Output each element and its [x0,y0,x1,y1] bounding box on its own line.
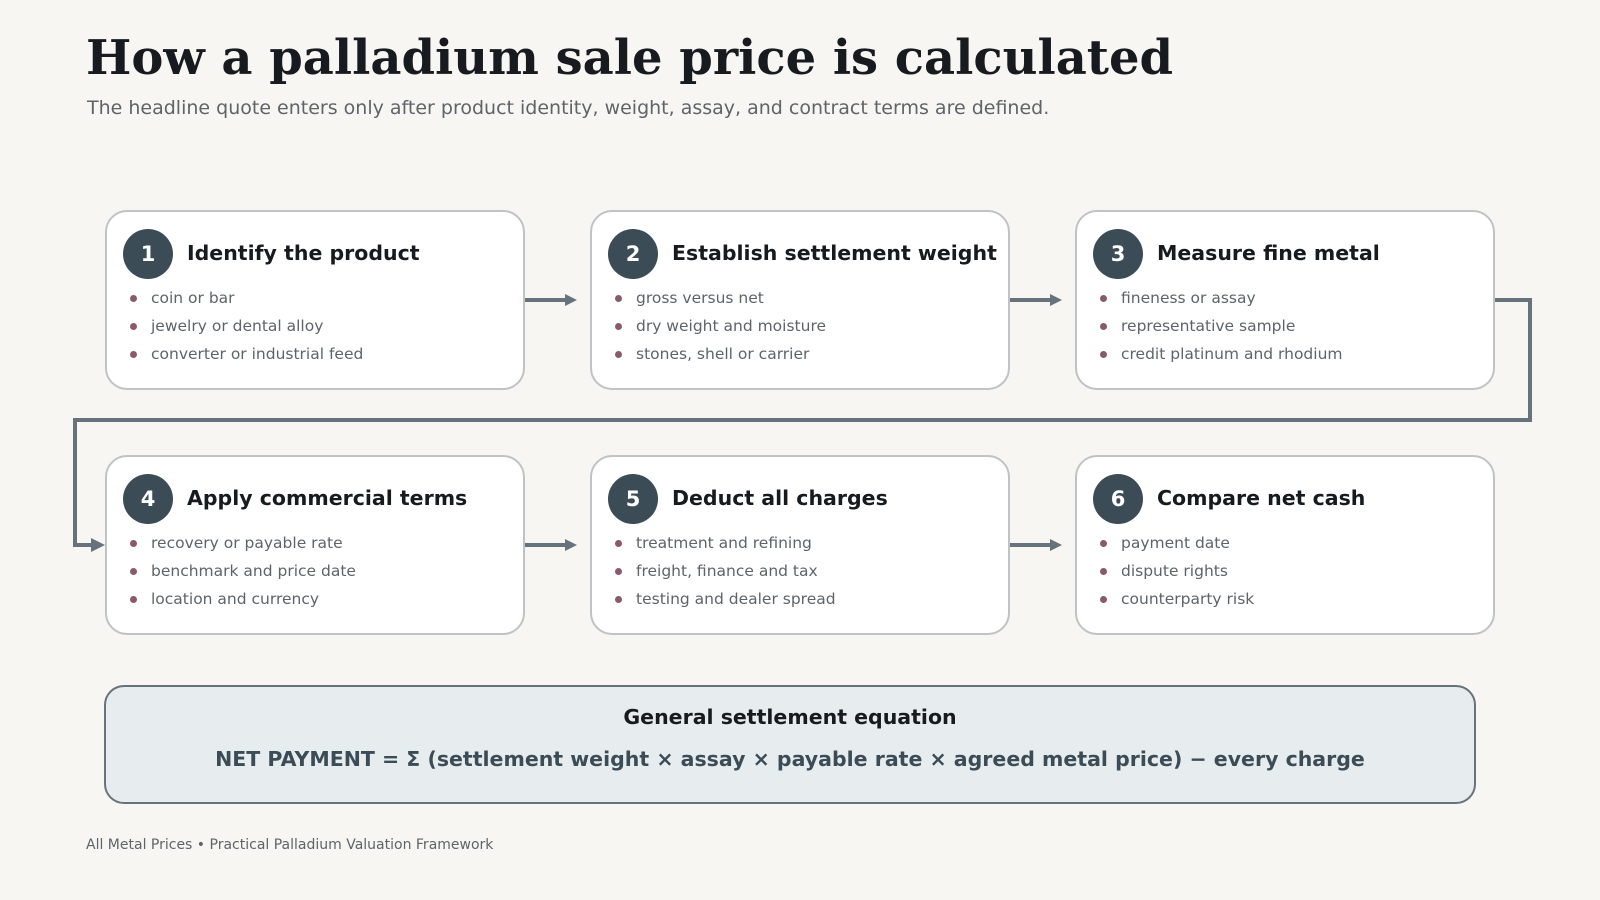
step-title: Deduct all charges [672,486,888,510]
step-title: Compare net cash [1157,486,1366,510]
step-title: Measure fine metal [1157,241,1380,265]
step-bullet-list: payment date dispute rights counterparty… [1099,529,1254,613]
equation-heading: General settlement equation [623,705,957,729]
step-bullet: credit platinum and rhodium [1099,340,1343,368]
step-bullet: dispute rights [1099,557,1254,585]
step-number-badge: 1 [123,229,173,279]
step-number-badge: 2 [608,229,658,279]
step-bullet: stones, shell or carrier [614,340,826,368]
page-title: How a palladium sale price is calculated [86,30,1174,86]
arrowhead-icon [91,538,105,552]
step-card-2: 2 Establish settlement weight gross vers… [590,210,1010,390]
step-bullet: representative sample [1099,312,1343,340]
step-bullet: testing and dealer spread [614,585,836,613]
step-bullet: counterparty risk [1099,585,1254,613]
step-card-5: 5 Deduct all charges treatment and refin… [590,455,1010,635]
step-bullet: recovery or payable rate [129,529,356,557]
step-bullet: benchmark and price date [129,557,356,585]
step-bullet-list: recovery or payable rate benchmark and p… [129,529,356,613]
step-number-badge: 5 [608,474,658,524]
step-card-1: 1 Identify the product coin or bar jewel… [105,210,525,390]
step-bullet: location and currency [129,585,356,613]
step-bullet-list: fineness or assay representative sample … [1099,284,1343,368]
step-bullet: payment date [1099,529,1254,557]
step-bullet-list: coin or bar jewelry or dental alloy conv… [129,284,363,368]
step-title: Apply commercial terms [187,486,468,510]
step-bullet: freight, finance and tax [614,557,836,585]
arrowhead-icon [565,539,577,551]
equation-formula: NET PAYMENT = Σ (settlement weight × ass… [215,747,1365,771]
step-title: Establish settlement weight [672,241,997,265]
step-bullet: coin or bar [129,284,363,312]
arrowhead-icon [1050,294,1062,306]
step-card-3: 3 Measure fine metal fineness or assay r… [1075,210,1495,390]
arrowhead-icon [1050,539,1062,551]
step-title: Identify the product [187,241,420,265]
arrowhead-icon [565,294,577,306]
step-bullet-list: treatment and refining freight, finance … [614,529,836,613]
step-bullet: fineness or assay [1099,284,1343,312]
step-bullet-list: gross versus net dry weight and moisture… [614,284,826,368]
step-card-6: 6 Compare net cash payment date dispute … [1075,455,1495,635]
step-card-4: 4 Apply commercial terms recovery or pay… [105,455,525,635]
step-number-badge: 3 [1093,229,1143,279]
step-bullet: jewelry or dental alloy [129,312,363,340]
settlement-equation-box: General settlement equation NET PAYMENT … [104,685,1476,804]
footer-note: All Metal Prices • Practical Palladium V… [86,837,494,853]
step-bullet: converter or industrial feed [129,340,363,368]
page-subtitle: The headline quote enters only after pro… [87,97,1050,119]
step-bullet: gross versus net [614,284,826,312]
step-bullet: treatment and refining [614,529,836,557]
step-bullet: dry weight and moisture [614,312,826,340]
step-number-badge: 4 [123,474,173,524]
connector-3-to-4 [73,298,1532,547]
step-number-badge: 6 [1093,474,1143,524]
